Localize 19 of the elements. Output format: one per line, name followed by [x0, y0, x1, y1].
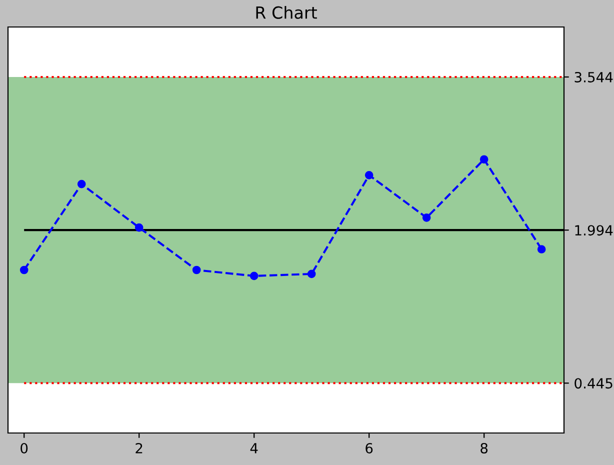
point — [134, 223, 144, 232]
point — [480, 155, 488, 164]
point — [422, 213, 431, 222]
point — [364, 171, 374, 180]
point — [20, 266, 28, 274]
x-tick-label: 8 — [480, 442, 488, 454]
y-tick-label: 1.994 — [575, 225, 613, 236]
point — [77, 180, 86, 188]
point — [192, 266, 201, 274]
point — [537, 245, 546, 254]
point — [250, 272, 258, 280]
x-tick-label: 4 — [250, 443, 258, 454]
x-tick-label: 0 — [20, 442, 28, 454]
y-tick-label: 0.445 — [574, 378, 612, 389]
chart-title: R Chart — [256, 6, 317, 19]
x-tick-label: 2 — [136, 442, 142, 454]
x-tick-label: 6 — [366, 442, 373, 454]
y-tick-label: 3.544 — [574, 72, 613, 82]
point — [307, 270, 316, 278]
